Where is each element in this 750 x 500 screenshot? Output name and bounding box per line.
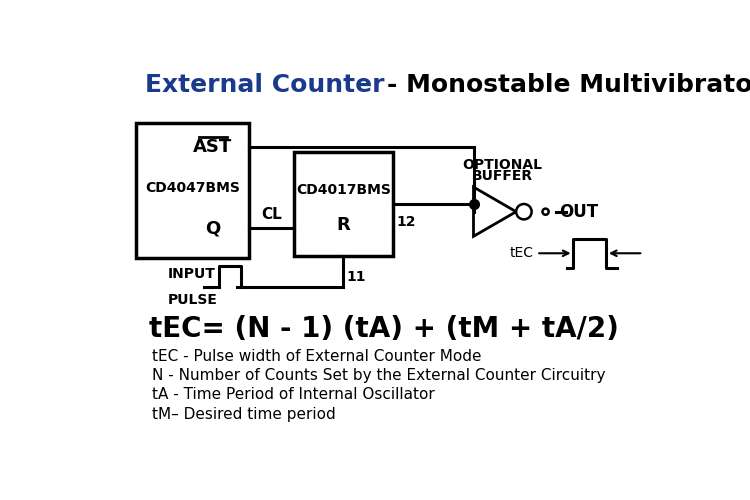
Text: External Counter: External Counter <box>145 72 384 96</box>
Text: N - Number of Counts Set by the External Counter Circuitry: N - Number of Counts Set by the External… <box>152 368 605 383</box>
Bar <box>294 152 393 256</box>
Text: R: R <box>337 216 350 234</box>
Text: BUFFER: BUFFER <box>472 169 533 183</box>
Text: AST: AST <box>194 138 232 156</box>
Text: OPTIONAL: OPTIONAL <box>463 158 542 172</box>
Text: Q: Q <box>206 219 220 237</box>
Text: - Monostable Multivibrator: - Monostable Multivibrator <box>387 72 750 96</box>
Text: OUT: OUT <box>560 202 598 220</box>
Text: CD4047BMS: CD4047BMS <box>146 181 240 195</box>
Bar <box>136 123 249 258</box>
Polygon shape <box>473 187 516 236</box>
Circle shape <box>542 208 549 215</box>
Text: 11: 11 <box>346 270 366 284</box>
Text: CL: CL <box>261 207 281 222</box>
Text: tEC: tEC <box>509 246 533 260</box>
Text: INPUT: INPUT <box>167 267 215 281</box>
Text: 12: 12 <box>396 215 416 229</box>
Text: tA - Time Period of Internal Oscillator: tA - Time Period of Internal Oscillator <box>152 388 435 402</box>
Text: CD4017BMS: CD4017BMS <box>296 183 391 197</box>
Text: tEC - Pulse width of External Counter Mode: tEC - Pulse width of External Counter Mo… <box>152 349 482 364</box>
Text: tEC= (N - 1) (tA) + (tM + tA/2): tEC= (N - 1) (tA) + (tM + tA/2) <box>149 316 620 344</box>
Text: tM– Desired time period: tM– Desired time period <box>152 406 336 422</box>
Circle shape <box>516 204 532 220</box>
Text: PULSE: PULSE <box>167 294 217 308</box>
